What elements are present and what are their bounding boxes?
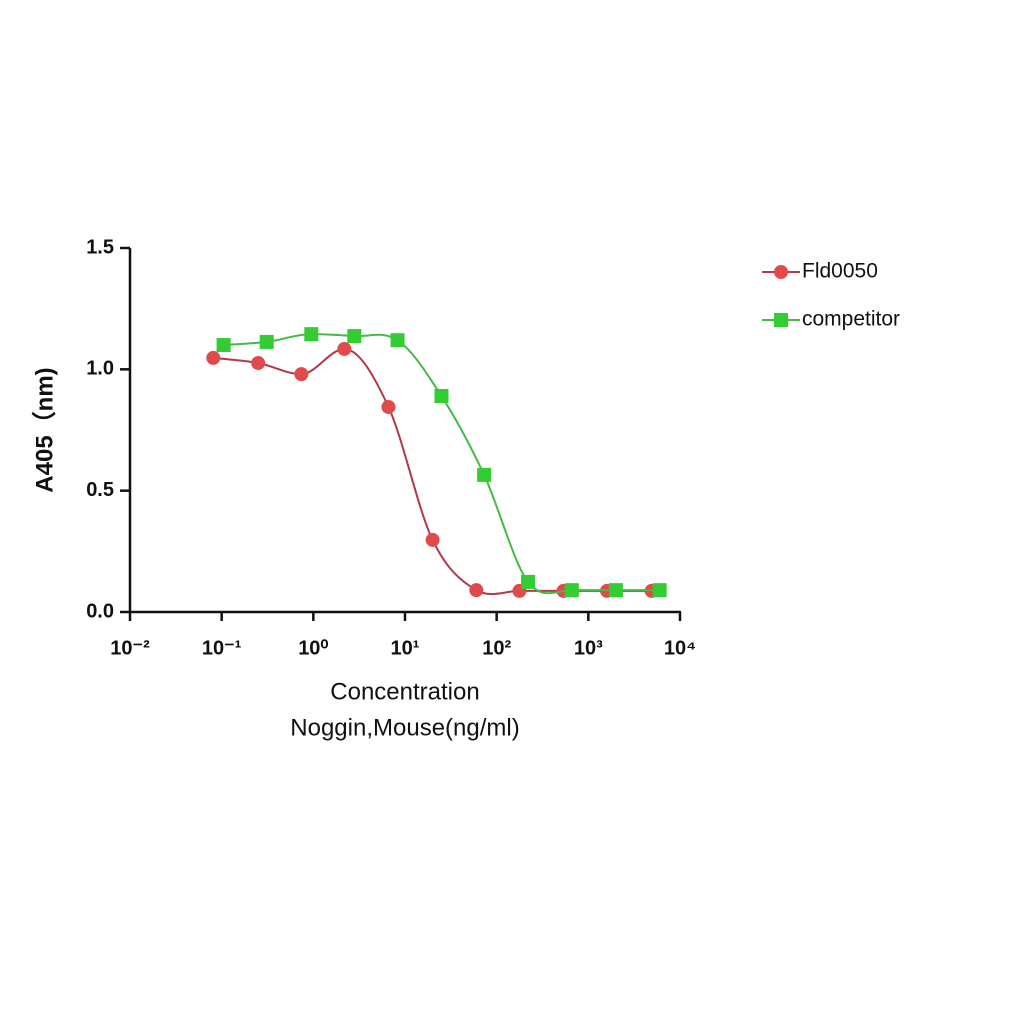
x-axis-label: Noggin,Mouse(ng/ml) [290,714,519,741]
legend-label: competitor [802,308,900,331]
data-point [259,334,274,349]
data-point [425,532,440,547]
data-point [469,583,484,598]
data-point [434,389,449,404]
x-tick-label: 10⁻¹ [202,637,242,659]
x-tick-label: 10⁰ [298,637,328,659]
x-tick-label: 10⁴ [664,637,696,659]
data-point [294,367,309,382]
data-point [381,399,396,414]
data-point [521,574,536,589]
legend-marker [774,313,788,327]
data-point [477,467,492,482]
series-line [213,347,652,596]
data-point [251,356,266,371]
legend-marker [774,265,788,279]
data-point [304,327,319,342]
data-point [216,338,231,353]
y-tick-label: 0.0 [86,600,114,622]
legend-label: Fld0050 [802,260,878,283]
data-point [608,583,623,598]
y-axis-label: A405（nm) [31,367,58,492]
x-tick-label: 10⁻² [110,637,150,659]
data-point [390,333,405,348]
x-axis-label: Concentration [330,678,479,705]
x-tick-label: 10¹ [391,637,420,659]
y-tick-label: 1.5 [86,236,114,258]
y-tick-label: 1.0 [86,358,114,380]
x-tick-label: 10² [482,637,511,659]
x-tick-label: 10³ [574,637,603,659]
data-point [337,341,352,356]
data-point [652,583,667,598]
data-point [347,329,362,344]
y-tick-label: 0.5 [86,479,114,501]
data-point [206,350,221,365]
data-point [564,583,579,598]
